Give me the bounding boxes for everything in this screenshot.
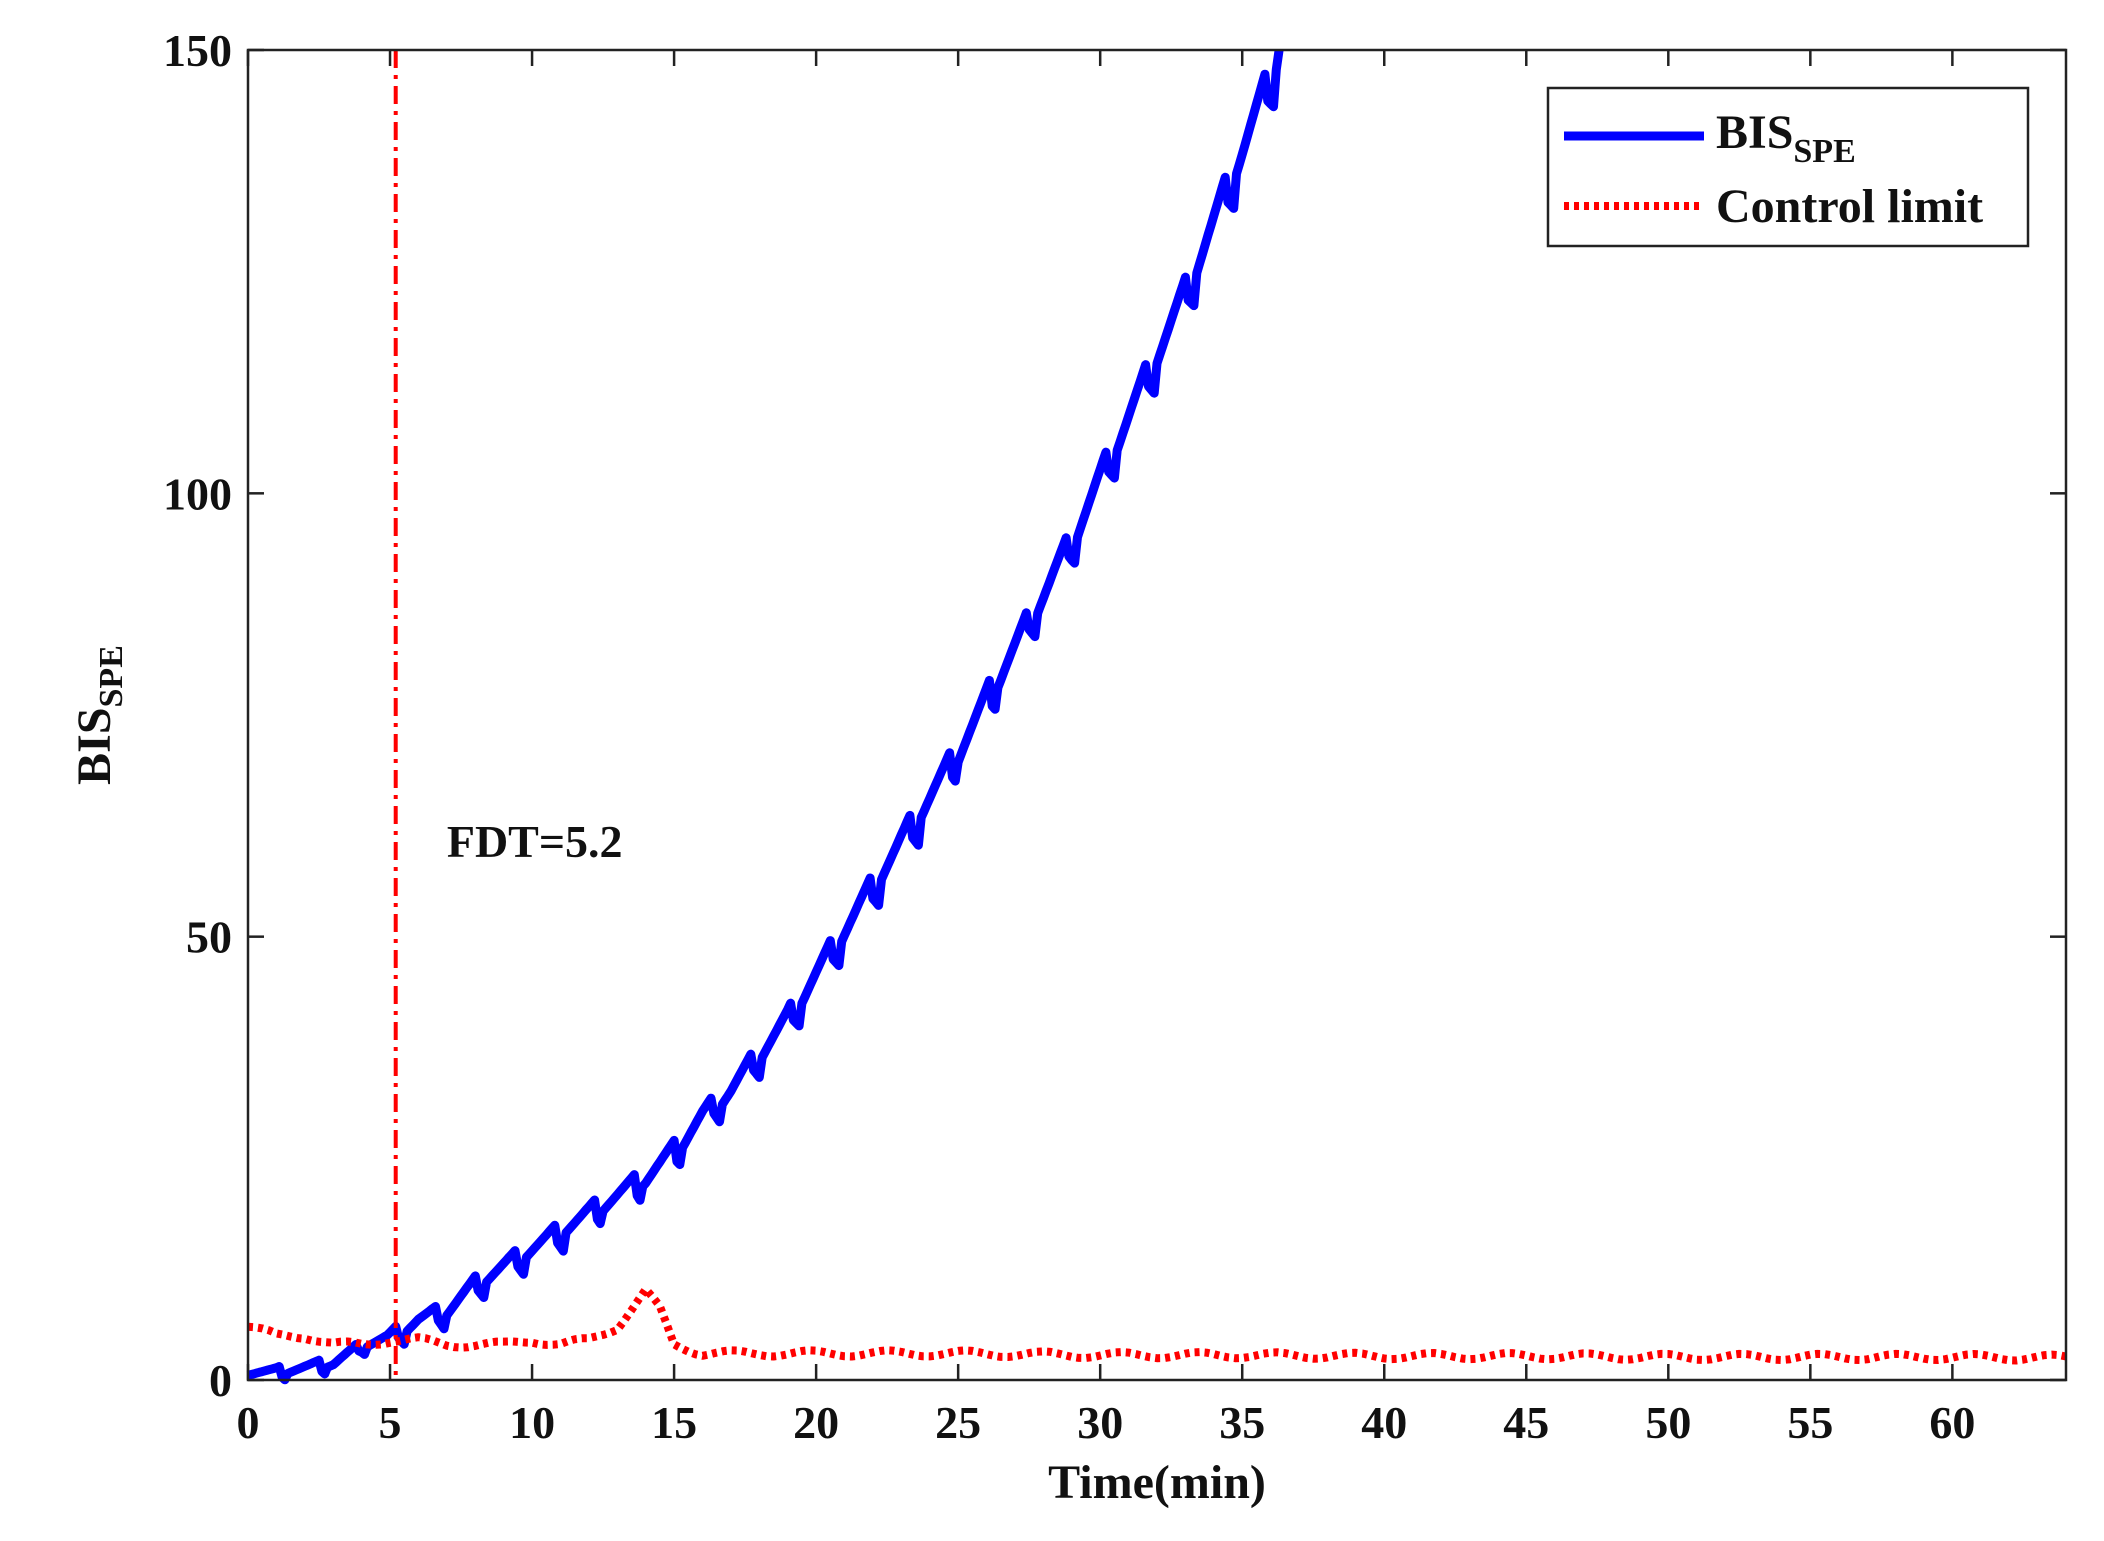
y-axis-label-sub: SPE xyxy=(93,645,130,707)
legend-label-bis-spe-main: BIS xyxy=(1716,106,1793,159)
legend-label-bis-spe: BISSPE xyxy=(1716,106,1856,170)
x-tick-label: 55 xyxy=(1787,1397,1833,1448)
axes-frame xyxy=(246,48,2068,1382)
ticks-layer: 0 5 10 15 20 25 30 35 40 45 50 55 60 0 50 100 150 xyxy=(163,25,2066,1448)
x-tick-label: 20 xyxy=(793,1397,839,1448)
y-tick-label: 0 xyxy=(209,1355,232,1406)
x-tick-label: 50 xyxy=(1645,1397,1691,1448)
x-tick-label: 60 xyxy=(1929,1397,1975,1448)
series-bis-spe-line xyxy=(246,49,1284,1385)
fdt-annotation: FDT=5.2 xyxy=(447,816,623,867)
x-tick-label: 35 xyxy=(1219,1397,1265,1448)
y-axis-label-main: BIS xyxy=(68,707,121,784)
x-tick-label: 45 xyxy=(1503,1397,1549,1448)
y-tick-label: 50 xyxy=(186,912,232,963)
x-tick-label: 15 xyxy=(651,1397,697,1448)
x-tick-label: 30 xyxy=(1077,1397,1123,1448)
y-axis-label: BISSPE xyxy=(68,645,130,785)
legend-label-bis-spe-sub: SPE xyxy=(1793,133,1855,170)
x-tick-label: 40 xyxy=(1361,1397,1407,1448)
legend-box xyxy=(1546,86,2030,248)
x-tick-label: 0 xyxy=(237,1397,260,1448)
x-tick-label: 5 xyxy=(379,1397,402,1448)
series-control-limit-line xyxy=(247,1285,2067,1365)
x-axis-label: Time(min) xyxy=(1048,1456,1266,1509)
x-tick-label: 10 xyxy=(509,1397,555,1448)
y-tick-label: 100 xyxy=(163,468,232,519)
series-layer xyxy=(246,49,2067,1385)
legend: BISSPE Control limit xyxy=(1546,86,2030,248)
legend-label-control-limit: Control limit xyxy=(1716,180,1983,233)
x-tick-label: 25 xyxy=(935,1397,981,1448)
y-tick-label: 150 xyxy=(163,25,232,76)
